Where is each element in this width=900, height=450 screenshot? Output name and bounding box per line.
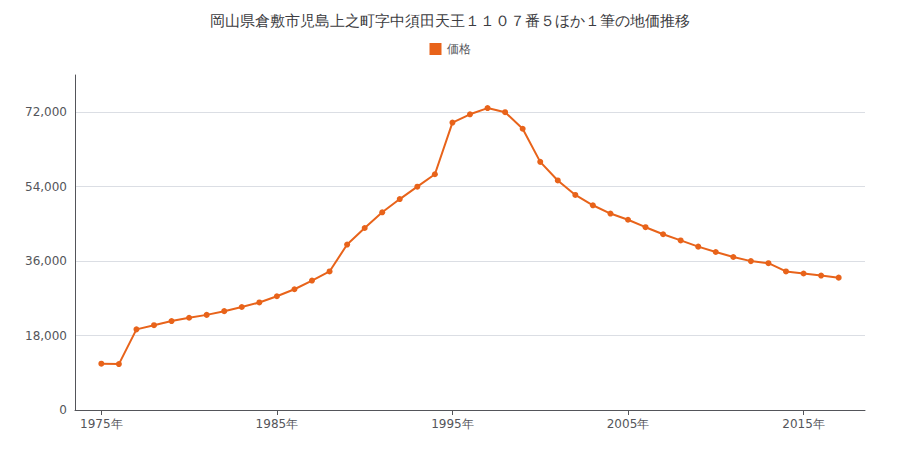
- svg-text:岡山県倉敷市児島上之町字中須田天王１１０７番５ほか１筆の地価: 岡山県倉敷市児島上之町字中須田天王１１０７番５ほか１筆の地価推移: [210, 12, 690, 30]
- svg-text:2005年: 2005年: [607, 417, 650, 431]
- svg-text:18,000: 18,000: [25, 329, 67, 343]
- svg-text:1995年: 1995年: [431, 417, 474, 431]
- svg-text:1975年: 1975年: [80, 417, 123, 431]
- svg-text:0: 0: [59, 403, 67, 417]
- svg-text:54,000: 54,000: [25, 180, 67, 194]
- svg-text:価格: 価格: [447, 42, 471, 56]
- svg-text:2015年: 2015年: [782, 417, 825, 431]
- svg-text:36,000: 36,000: [25, 254, 67, 268]
- svg-text:1985年: 1985年: [256, 417, 299, 431]
- svg-text:72,000: 72,000: [25, 105, 67, 119]
